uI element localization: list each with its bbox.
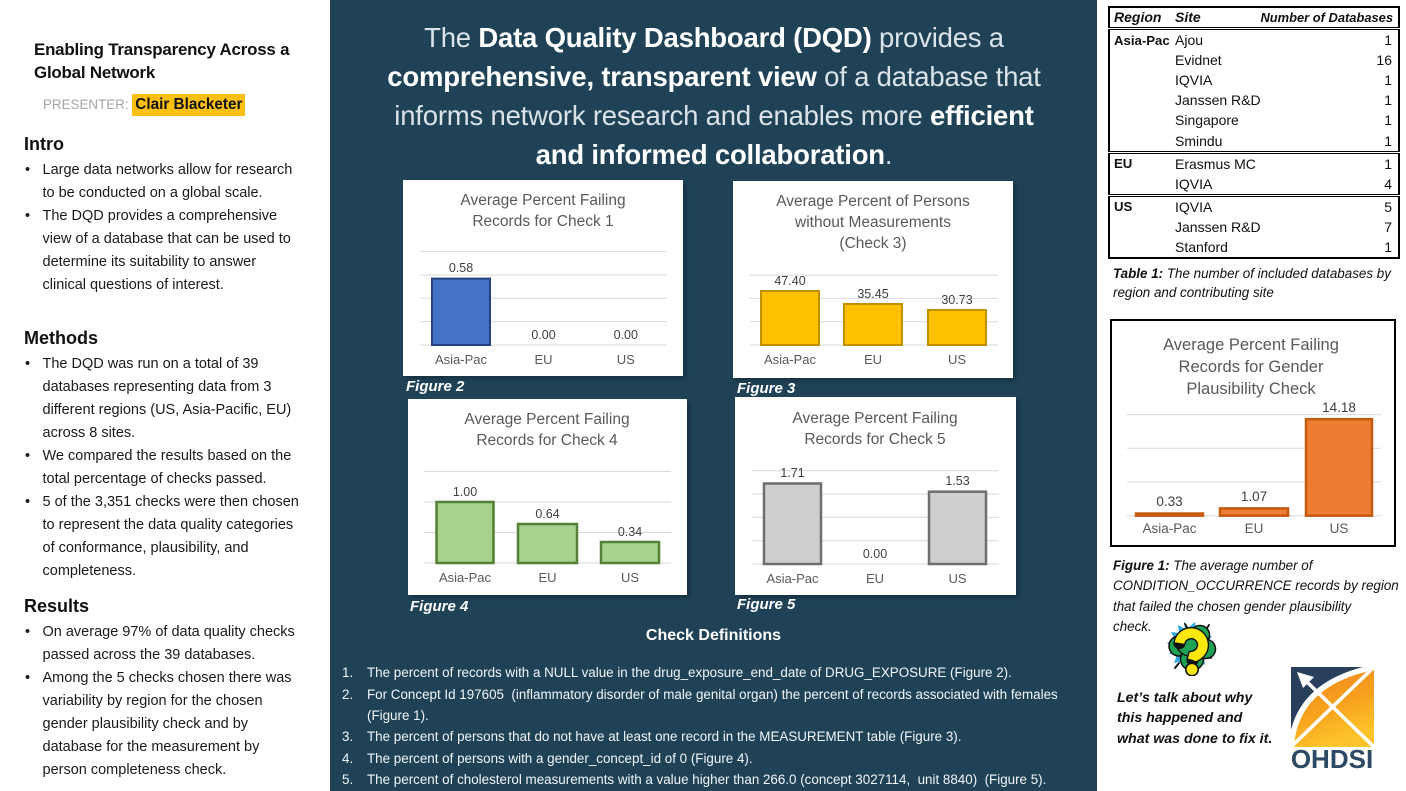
svg-text:1.53: 1.53 (945, 474, 969, 488)
svg-text:0.00: 0.00 (531, 328, 555, 342)
svg-text:Average Percent Failing: Average Percent Failing (464, 411, 629, 428)
svg-text:Asia-Pac: Asia-Pac (439, 570, 492, 585)
svg-text:Records for Gender: Records for Gender (1179, 358, 1324, 376)
svg-text:1.00: 1.00 (453, 485, 477, 499)
svg-text:Records for Check 1: Records for Check 1 (472, 213, 613, 230)
svg-text:Asia-Pac: Asia-Pac (1142, 521, 1196, 536)
svg-text:US: US (621, 570, 639, 585)
svg-text:Average Percent Failing: Average Percent Failing (1163, 336, 1339, 354)
svg-text:EU: EU (866, 571, 884, 586)
svg-text:(Check 3): (Check 3) (839, 235, 906, 252)
svg-text:Average Percent of Persons: Average Percent of Persons (776, 193, 970, 210)
svg-text:EU: EU (864, 352, 882, 367)
svg-text:EU: EU (1245, 521, 1264, 536)
svg-text:0.00: 0.00 (614, 328, 638, 342)
svg-text:14.18: 14.18 (1322, 400, 1356, 415)
svg-text:0.33: 0.33 (1156, 494, 1182, 509)
svg-text:Asia-Pac: Asia-Pac (435, 352, 488, 367)
svg-text:0.34: 0.34 (618, 525, 642, 539)
svg-text:0.64: 0.64 (535, 507, 559, 521)
svg-text:Records for Check 5: Records for Check 5 (804, 431, 945, 448)
svg-text:Plausibility Check: Plausibility Check (1186, 380, 1316, 398)
svg-text:US: US (948, 352, 966, 367)
svg-text:without Measurements: without Measurements (794, 214, 951, 231)
svg-text:US: US (617, 352, 635, 367)
svg-text:Average Percent Failing: Average Percent Failing (792, 410, 957, 427)
svg-text:Asia-Pac: Asia-Pac (764, 352, 817, 367)
svg-text:US: US (948, 571, 966, 586)
svg-text:0.00: 0.00 (863, 547, 887, 561)
svg-text:EU: EU (538, 570, 556, 585)
svg-text:0.58: 0.58 (449, 261, 473, 275)
svg-text:Average Percent Failing: Average Percent Failing (460, 192, 625, 209)
svg-text:Asia-Pac: Asia-Pac (766, 571, 819, 586)
svg-text:OHDSI: OHDSI (1291, 744, 1373, 771)
svg-text:30.73: 30.73 (941, 293, 972, 307)
svg-text:US: US (1330, 521, 1349, 536)
svg-text:35.45: 35.45 (857, 287, 888, 301)
svg-text:1.71: 1.71 (780, 466, 804, 480)
svg-text:1.07: 1.07 (1241, 489, 1267, 504)
svg-text:Records for Check 4: Records for Check 4 (476, 432, 618, 449)
svg-text:EU: EU (534, 352, 552, 367)
svg-text:47.40: 47.40 (774, 274, 805, 288)
